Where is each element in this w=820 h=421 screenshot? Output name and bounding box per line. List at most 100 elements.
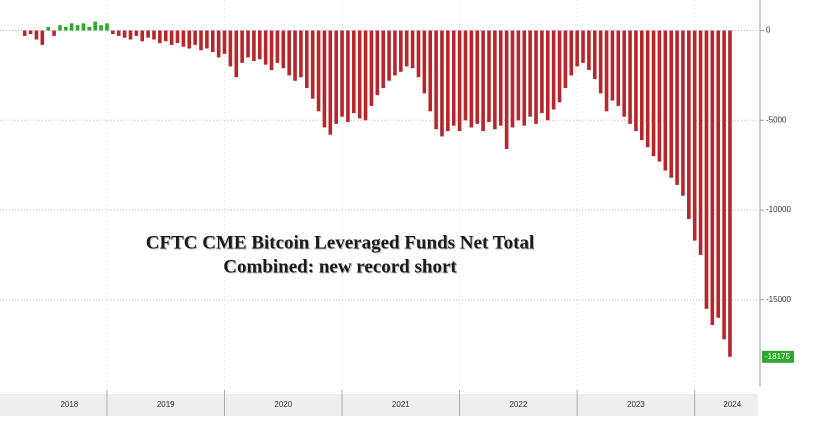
bar bbox=[116, 30, 121, 36]
annotation: CFTC CME Bitcoin Leveraged Funds Net Tot… bbox=[146, 232, 535, 278]
bar bbox=[257, 30, 262, 60]
bar bbox=[393, 30, 397, 76]
bar bbox=[193, 30, 197, 45]
bar bbox=[457, 30, 462, 132]
annotation-text: CFTC CME Bitcoin Leveraged Funds Net Tot… bbox=[146, 232, 534, 253]
bar bbox=[22, 30, 27, 36]
annotation-shadow: Combined: new record short bbox=[224, 257, 458, 278]
bar bbox=[416, 30, 421, 78]
bar bbox=[428, 30, 433, 112]
bar bbox=[657, 30, 662, 162]
bar bbox=[663, 30, 668, 171]
annotation-shadow: CFTC CME Bitcoin Leveraged Funds Net Tot… bbox=[147, 233, 535, 254]
bar bbox=[363, 30, 368, 121]
bar bbox=[446, 30, 450, 132]
y-tick-label: -5000 bbox=[766, 115, 787, 124]
bar bbox=[528, 30, 532, 117]
bar bbox=[152, 30, 156, 40]
x-tick-label: 2020 bbox=[274, 400, 292, 409]
bar bbox=[134, 30, 139, 36]
bar bbox=[346, 30, 350, 123]
bar bbox=[687, 30, 691, 220]
bar bbox=[722, 30, 726, 340]
bar bbox=[616, 30, 621, 106]
bar bbox=[598, 30, 603, 94]
bar bbox=[52, 30, 56, 36]
bar bbox=[322, 30, 327, 128]
bar bbox=[493, 30, 497, 130]
bar bbox=[710, 30, 715, 325]
bar bbox=[410, 30, 415, 69]
bar bbox=[604, 30, 609, 112]
bar bbox=[545, 30, 550, 121]
bar bbox=[675, 30, 679, 185]
bar bbox=[163, 30, 168, 42]
bar bbox=[669, 30, 673, 178]
bar bbox=[404, 30, 409, 67]
bar bbox=[316, 30, 321, 112]
bar bbox=[534, 30, 538, 124]
bar bbox=[293, 30, 297, 81]
x-tick-label: 2018 bbox=[60, 400, 78, 409]
bar bbox=[716, 30, 721, 318]
y-tick-label: -10000 bbox=[766, 205, 791, 214]
bar bbox=[487, 30, 491, 123]
bar bbox=[122, 30, 127, 38]
bar bbox=[111, 30, 115, 35]
bar bbox=[252, 30, 256, 62]
bar bbox=[645, 30, 650, 148]
bar bbox=[158, 30, 162, 44]
bar bbox=[681, 30, 685, 196]
bar bbox=[592, 30, 597, 79]
annotation-text: Combined: new record short bbox=[223, 256, 457, 277]
x-tick-label: 2022 bbox=[509, 400, 527, 409]
bar bbox=[399, 30, 403, 72]
bar bbox=[310, 30, 315, 99]
bar bbox=[704, 30, 709, 309]
bar bbox=[581, 30, 585, 63]
bar bbox=[375, 30, 380, 96]
bar bbox=[140, 30, 145, 42]
bar bbox=[146, 30, 150, 38]
last-value-label: -18175 bbox=[765, 352, 790, 361]
bar bbox=[481, 30, 485, 132]
bar bbox=[181, 30, 186, 47]
bar bbox=[64, 26, 68, 31]
bar bbox=[75, 25, 80, 31]
bar bbox=[28, 30, 33, 35]
x-tick-label: 2021 bbox=[392, 400, 410, 409]
bar bbox=[504, 30, 509, 150]
bar bbox=[175, 30, 180, 44]
bar bbox=[69, 23, 74, 31]
bar bbox=[34, 30, 39, 40]
bar bbox=[299, 30, 303, 78]
x-tick-label: 2019 bbox=[157, 400, 175, 409]
bar bbox=[40, 30, 45, 45]
bar bbox=[205, 30, 209, 49]
bar bbox=[246, 30, 250, 58]
bar bbox=[587, 30, 591, 71]
bar bbox=[469, 30, 474, 128]
bar bbox=[692, 30, 697, 241]
bar bbox=[228, 30, 233, 67]
bar bbox=[381, 30, 386, 88]
bar bbox=[216, 30, 221, 58]
bar bbox=[516, 30, 521, 121]
bar bbox=[58, 25, 62, 31]
bar bbox=[328, 30, 333, 135]
bar bbox=[105, 23, 109, 31]
y-tick-label: -15000 bbox=[766, 295, 791, 304]
bar bbox=[522, 30, 527, 126]
bar bbox=[451, 30, 456, 126]
bar bbox=[263, 30, 268, 65]
bar bbox=[557, 30, 562, 103]
bar bbox=[287, 30, 291, 76]
bar bbox=[434, 30, 438, 130]
bar bbox=[634, 30, 638, 132]
bar bbox=[340, 30, 344, 117]
bar bbox=[99, 25, 103, 31]
y-tick-label: 0 bbox=[766, 26, 771, 35]
x-axis-strip bbox=[0, 394, 758, 416]
bar bbox=[81, 23, 86, 31]
